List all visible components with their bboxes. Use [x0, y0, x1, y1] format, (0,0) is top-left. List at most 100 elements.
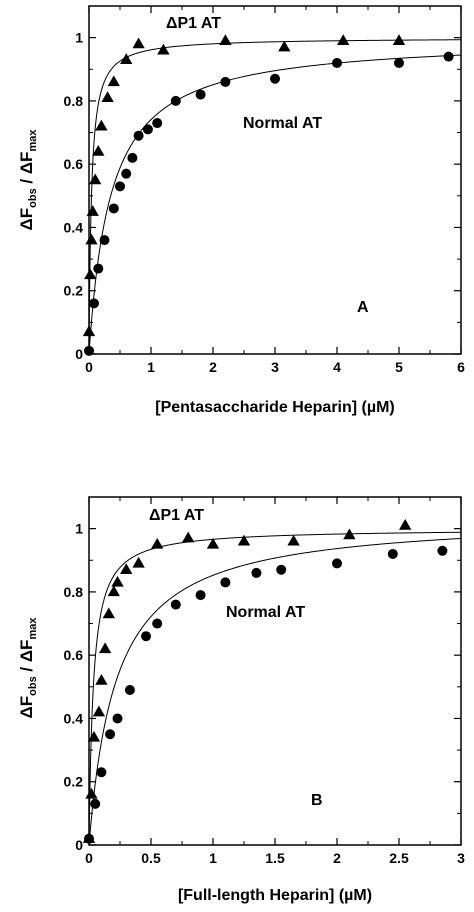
- y-label-sub-max: max: [27, 129, 39, 152]
- circle-point: [220, 577, 231, 588]
- series-label-dp1-at: ΔP1 AT: [149, 507, 204, 524]
- y-label-delta-obs: ΔF: [17, 208, 36, 231]
- circle-point: [220, 76, 231, 87]
- y-axis-label: ΔFobs / ΔFmax: [17, 129, 39, 231]
- circle-point: [88, 298, 99, 309]
- triangle-point: [120, 53, 133, 65]
- y-tick-label: 0.2: [64, 774, 84, 790]
- circle-point: [108, 203, 119, 214]
- y-label-sub-obs: obs: [27, 676, 39, 696]
- triangle-point: [157, 43, 170, 55]
- triangle-point: [107, 75, 120, 87]
- triangle-point: [151, 537, 164, 549]
- plot-frame: [88, 496, 462, 846]
- data-points: [82, 518, 448, 844]
- triangle-point: [278, 40, 291, 52]
- circle-point: [93, 263, 104, 274]
- x-tick-label: 1.5: [265, 850, 285, 866]
- tick-labels: 0 1 2 3 4 5 6 0 0.2 0.4 0.6 0.8 1: [64, 30, 466, 375]
- y-tick-label: 1: [75, 521, 83, 537]
- data-points: [82, 34, 454, 356]
- fit-curve: [88, 531, 462, 845]
- x-axis-label: [Pentasaccharide Heparin] (µM): [155, 399, 395, 416]
- chart-panel-b: 0 0.5 1 1.5 2 2.5 3 0 0.2 0.4 0.6 0.8 1 [Full-length…: [17, 496, 466, 904]
- triangle-point: [89, 173, 102, 185]
- x-tick-label: 3: [457, 850, 465, 866]
- triangle-point: [85, 233, 98, 245]
- circle-point: [90, 798, 101, 809]
- circle-point: [270, 73, 280, 84]
- y-tick-label: 0.4: [64, 710, 84, 726]
- circle-point: [170, 599, 181, 610]
- circle-point: [112, 713, 123, 724]
- tick-labels: 0 0.5 1 1.5 2 2.5 3 0 0.2 0.4 0.6 0.8 1: [64, 521, 466, 866]
- x-axis-label: [Full-length Heparin] (µM): [178, 887, 372, 904]
- circle-point: [152, 118, 163, 129]
- x-tick-label: 1: [147, 359, 155, 375]
- circle-point: [124, 684, 135, 695]
- circle-point: [195, 590, 206, 601]
- triangle-point: [182, 531, 195, 543]
- triangle-point: [82, 325, 96, 337]
- fit-curves: [88, 531, 462, 846]
- x-tick-label: 5: [395, 359, 403, 375]
- circle-point: [195, 89, 206, 100]
- triangle-point: [85, 787, 98, 799]
- y-label-slash: /: [17, 174, 36, 188]
- x-tick-label: 0.5: [141, 850, 161, 866]
- series-label-normal-at: Normal AT: [226, 604, 305, 621]
- circle-point: [96, 767, 107, 778]
- triangle-point: [87, 730, 101, 742]
- circle-point: [152, 618, 163, 629]
- tick-marks: [88, 497, 462, 846]
- triangle-point: [337, 34, 350, 46]
- y-label-delta-obs: ΔF: [17, 696, 36, 719]
- triangle-point: [392, 34, 406, 46]
- triangle-point: [84, 268, 97, 280]
- circle-point: [99, 235, 110, 246]
- triangle-point: [343, 528, 356, 540]
- triangle-point: [399, 518, 412, 530]
- triangle-point: [206, 537, 220, 549]
- triangle-point: [120, 563, 133, 574]
- x-tick-label: 0: [85, 850, 93, 866]
- fit-curve: [88, 39, 462, 354]
- triangle-point: [92, 145, 105, 156]
- circle-point: [170, 95, 181, 106]
- y-label-delta-max: ΔF: [17, 640, 36, 663]
- triangle-point: [95, 673, 108, 685]
- y-tick-label: 0.6: [64, 156, 84, 172]
- circle-point: [332, 57, 342, 68]
- y-tick-label: 0.2: [64, 283, 84, 299]
- y-tick-label: 1: [75, 30, 83, 46]
- circle-point: [443, 51, 454, 62]
- triangle-point: [98, 642, 112, 654]
- triangle-point: [111, 575, 124, 587]
- x-tick-label: 3: [271, 359, 279, 375]
- circle-point: [387, 548, 398, 559]
- y-tick-label: 0.4: [64, 219, 84, 235]
- circle-point: [332, 558, 342, 569]
- y-tick-label: 0.8: [64, 93, 84, 109]
- panel-label: A: [357, 299, 369, 316]
- y-label-slash: /: [17, 662, 36, 676]
- y-label-delta-max: ΔF: [17, 152, 36, 175]
- triangle-point: [237, 534, 251, 546]
- panel-label: B: [311, 792, 323, 809]
- x-tick-label: 0: [85, 359, 93, 375]
- x-tick-label: 2: [209, 359, 217, 375]
- series-label-dp1-at: ΔP1 AT: [166, 15, 221, 32]
- y-label-sub-max: max: [27, 617, 39, 640]
- circle-point: [121, 168, 132, 179]
- circle-point: [127, 152, 138, 163]
- y-tick-label: 0: [75, 346, 83, 362]
- circle-point: [437, 545, 448, 556]
- circle-point: [115, 181, 125, 192]
- chart-panel-a: 0 1 2 3 4 5 6 0 0.2 0.4 0.6 0.8 1 [Pentasaccharide H…: [17, 5, 466, 416]
- circle-point: [84, 345, 94, 356]
- circle-point: [142, 124, 153, 135]
- triangle-point: [92, 705, 106, 717]
- circle-point: [251, 567, 262, 578]
- y-axis-label: ΔFobs / ΔFmax: [17, 617, 39, 719]
